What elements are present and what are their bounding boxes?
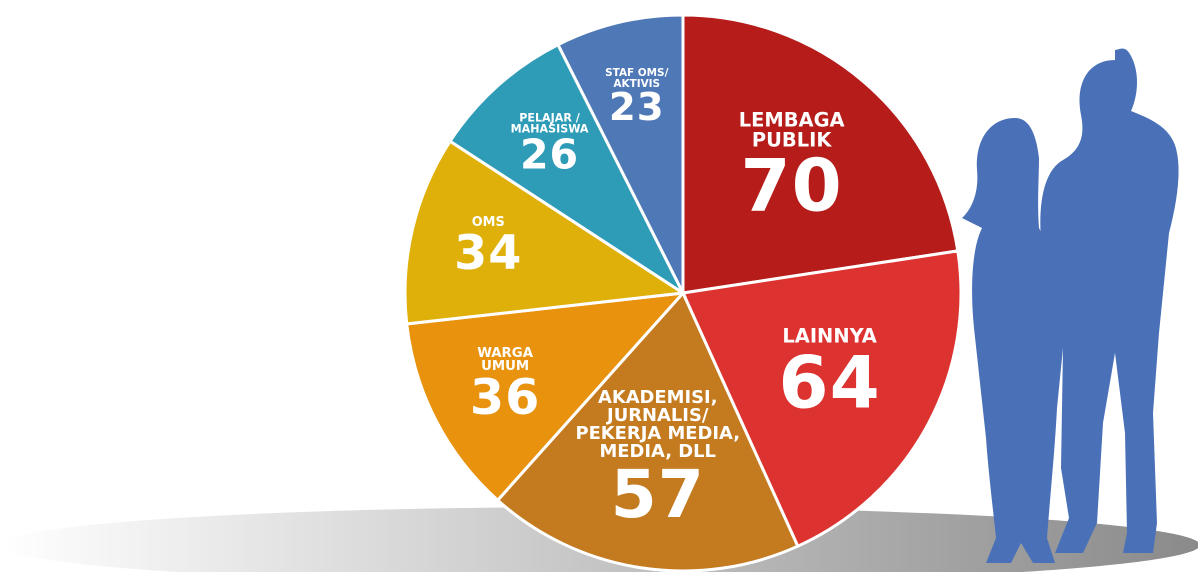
category-label: LAINNYA <box>782 324 877 348</box>
pie-slice <box>403 139 688 326</box>
pie-slice <box>680 249 963 549</box>
pie-slice <box>556 13 685 294</box>
value-label: 34 <box>454 225 523 281</box>
pie <box>403 13 963 572</box>
category-label: OMS <box>471 214 505 230</box>
pie-slice <box>448 42 687 298</box>
slice-label: AKADEMISI, JURNALIS/ PEKERJA MEDIA, MEDI… <box>575 386 741 533</box>
category-label: WARGA UMUM <box>477 345 534 375</box>
pie-slice <box>405 291 687 503</box>
slice-label: LEMBAGA PUBLIK 70 <box>739 111 845 222</box>
pie-slice <box>681 13 960 295</box>
value-label: 70 <box>740 143 843 228</box>
category-label: LEMBAGA PUBLIK <box>738 109 845 152</box>
pie-slice <box>495 290 800 572</box>
category-label: STAF OMS/ AKTIVIS <box>605 67 669 90</box>
value-label: 64 <box>778 340 881 425</box>
slice-label: STAF OMS/ AKTIVIS 23 <box>605 68 668 128</box>
value-label: 36 <box>469 368 541 427</box>
slice-label: PELAJAR / MAHASISWA 26 <box>511 112 589 175</box>
value-label: 23 <box>608 85 665 131</box>
slice-label: WARGA UMUM 36 <box>470 347 541 423</box>
slice-label: OMS 34 <box>454 214 523 281</box>
slice-label: LAINNYA 64 <box>778 324 881 425</box>
category-label: AKADEMISI, JURNALIS/ PEKERJA MEDIA, MEDI… <box>575 386 741 462</box>
people-silhouette <box>962 48 1179 563</box>
value-label: 57 <box>610 454 705 533</box>
category-label: PELAJAR / MAHASISWA <box>510 111 589 136</box>
value-label: 26 <box>519 130 580 179</box>
